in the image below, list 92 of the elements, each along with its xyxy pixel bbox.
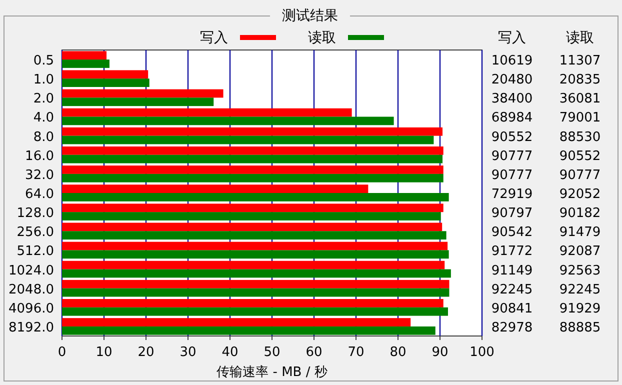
bar bbox=[62, 98, 214, 106]
x-tick-label: 80 bbox=[390, 345, 406, 360]
bar bbox=[62, 108, 352, 117]
text: 90841 bbox=[491, 301, 533, 316]
text: 92245 bbox=[559, 282, 601, 298]
text: 91772 bbox=[491, 244, 533, 260]
x-axis-title: 传输速率 - MB / 秒 bbox=[216, 364, 328, 380]
text: 读取 bbox=[566, 30, 594, 46]
text: 90777 bbox=[491, 168, 533, 183]
text: 91929 bbox=[559, 301, 601, 316]
y-tick-label: 16.0 bbox=[25, 148, 54, 164]
text: 91479 bbox=[559, 225, 601, 240]
y-tick-label: 512.0 bbox=[16, 244, 54, 260]
y-tick-label: 1.0 bbox=[33, 72, 54, 88]
legend-label: 写入 bbox=[200, 30, 228, 46]
text: 36081 bbox=[559, 92, 601, 107]
text: 79001 bbox=[559, 110, 601, 126]
bar bbox=[62, 127, 443, 136]
bar bbox=[62, 231, 446, 240]
bar bbox=[62, 146, 444, 155]
y-tick-label: 2.0 bbox=[33, 92, 54, 107]
text: 92087 bbox=[559, 244, 601, 260]
bar bbox=[62, 280, 450, 288]
bar bbox=[62, 89, 224, 98]
y-tick-label: 4096.0 bbox=[8, 301, 54, 316]
bar bbox=[62, 250, 449, 259]
y-tick-label: 1024.0 bbox=[8, 263, 54, 278]
text: 38400 bbox=[491, 92, 533, 107]
text: 11307 bbox=[559, 54, 601, 69]
y-tick-label: 8.0 bbox=[33, 130, 54, 145]
chart-title: 测试结果 bbox=[282, 8, 338, 24]
bar bbox=[62, 136, 434, 144]
x-tick-label: 100 bbox=[470, 345, 494, 360]
text: 68984 bbox=[491, 110, 533, 126]
text: 90777 bbox=[491, 148, 533, 164]
text: 92245 bbox=[491, 282, 533, 298]
text: 10619 bbox=[491, 54, 533, 69]
bar bbox=[62, 307, 448, 316]
x-tick-label: 20 bbox=[138, 345, 154, 360]
bar bbox=[62, 193, 449, 202]
bar bbox=[62, 166, 444, 174]
bar bbox=[62, 184, 368, 193]
x-tick-label: 50 bbox=[264, 345, 280, 360]
text: 92052 bbox=[559, 187, 601, 202]
y-tick-label: 64.0 bbox=[25, 187, 54, 202]
text: 20480 bbox=[491, 72, 533, 88]
bar bbox=[62, 260, 445, 270]
text: 90552 bbox=[491, 130, 533, 145]
text: 20835 bbox=[559, 72, 601, 88]
bar bbox=[62, 60, 110, 68]
bar bbox=[62, 78, 150, 87]
bar bbox=[62, 212, 441, 220]
x-tick-label: 40 bbox=[222, 345, 238, 360]
text: 72919 bbox=[491, 187, 533, 202]
text: 92563 bbox=[559, 263, 601, 278]
bar bbox=[62, 299, 444, 308]
y-tick-label: 2048.0 bbox=[8, 282, 54, 298]
y-tick-label: 32.0 bbox=[25, 168, 54, 183]
text: 90797 bbox=[491, 206, 533, 222]
bar bbox=[62, 288, 450, 297]
bar bbox=[62, 204, 444, 212]
x-tick-label: 0 bbox=[58, 345, 66, 360]
bar bbox=[62, 174, 444, 182]
bar bbox=[62, 222, 442, 232]
legend-label: 读取 bbox=[308, 30, 336, 46]
x-tick-label: 70 bbox=[348, 345, 364, 360]
x-tick-label: 90 bbox=[432, 345, 448, 360]
y-tick-label: 8192.0 bbox=[8, 320, 54, 336]
text: 90542 bbox=[491, 225, 533, 240]
bar bbox=[62, 51, 107, 60]
text: 88885 bbox=[559, 320, 601, 336]
x-tick-label: 60 bbox=[306, 345, 322, 360]
text: 90552 bbox=[559, 148, 601, 164]
x-tick-label: 10 bbox=[96, 345, 112, 360]
bar bbox=[62, 326, 436, 335]
y-tick-label: 128.0 bbox=[16, 206, 54, 222]
bar bbox=[62, 269, 451, 278]
text: 88530 bbox=[559, 130, 601, 145]
text: 写入 bbox=[498, 30, 526, 46]
text: 91149 bbox=[491, 263, 533, 278]
text: 82978 bbox=[491, 320, 533, 336]
x-tick-label: 30 bbox=[180, 345, 196, 360]
bar bbox=[62, 70, 148, 79]
bar bbox=[62, 116, 394, 126]
bar bbox=[62, 242, 448, 250]
y-tick-label: 0.5 bbox=[33, 54, 54, 69]
text: 90777 bbox=[559, 168, 601, 183]
y-tick-label: 256.0 bbox=[16, 225, 54, 240]
text: 90182 bbox=[559, 206, 601, 222]
bar bbox=[62, 154, 443, 164]
y-tick-label: 4.0 bbox=[33, 110, 54, 126]
bar bbox=[62, 318, 411, 326]
